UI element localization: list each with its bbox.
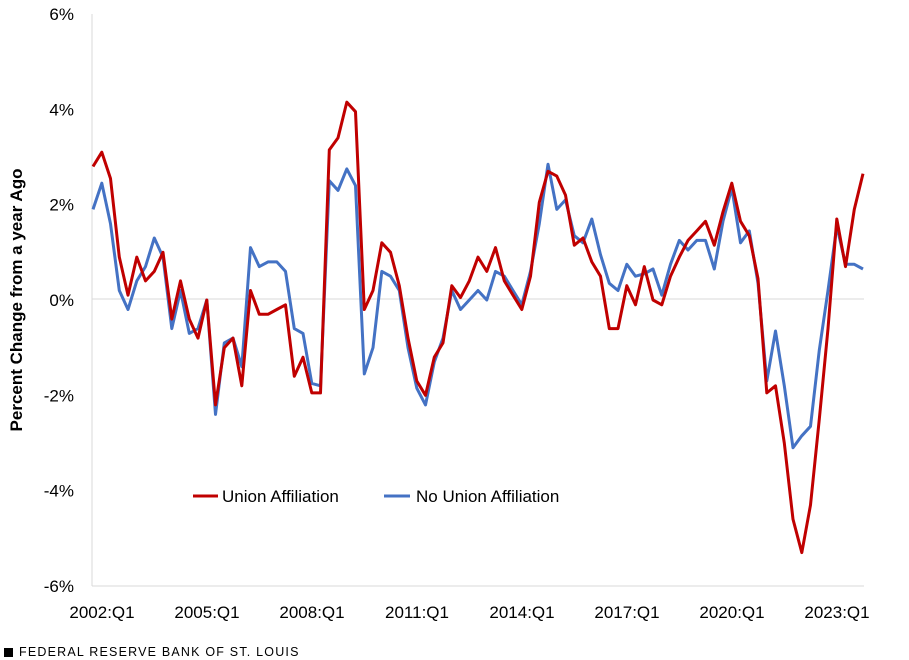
x-tick-label: 2005:Q1	[174, 603, 239, 622]
plot-area	[91, 14, 864, 587]
line-chart: 6%4%2%0%-2%-4%-6% 2002:Q1 2005:Q1 2008:Q1 2…	[7, 5, 870, 622]
x-tick-labels: 2002:Q1 2005:Q1 2008:Q1 2011:Q1 2014:Q1 2017:…	[69, 603, 869, 622]
y-axis-title: Percent Change from a year Ago	[7, 169, 26, 432]
y-tick-label: 4%	[49, 100, 74, 119]
y-tick-label: 6%	[49, 5, 74, 24]
y-tick-labels: 6% 4% 2% 0% -2% -4% -6%	[44, 5, 74, 596]
legend-label-union: Union Affiliation	[222, 487, 339, 506]
x-tick-label: 2023:Q1	[804, 603, 869, 622]
source-footer: FEDERAL RESERVE BANK OF ST. LOUIS	[4, 645, 300, 659]
x-tick-label: 2020:Q1	[699, 603, 764, 622]
y-tick-label: -2%	[44, 386, 74, 405]
x-tick-label: 2002:Q1	[69, 603, 134, 622]
series-line-union-affiliation	[91, 100, 865, 555]
series-lines	[91, 100, 865, 555]
y-tick-label: -6%	[44, 577, 74, 596]
footer-square-icon	[4, 647, 13, 657]
x-tick-label: 2011:Q1	[385, 603, 449, 622]
y-tick-label: -4%	[44, 482, 74, 501]
y-tick-label: 0%	[49, 291, 74, 310]
x-tick-label: 2014:Q1	[489, 603, 554, 622]
x-tick-label: 2008:Q1	[279, 603, 344, 622]
footer-source-text: FEDERAL RESERVE BANK OF ST. LOUIS	[19, 645, 300, 659]
legend: Union Affiliation No Union Affiliation	[193, 487, 559, 506]
y-tick-label: 2%	[49, 196, 74, 215]
x-tick-label: 2017:Q1	[594, 603, 659, 622]
legend-label-nonunion: No Union Affiliation	[416, 487, 559, 506]
